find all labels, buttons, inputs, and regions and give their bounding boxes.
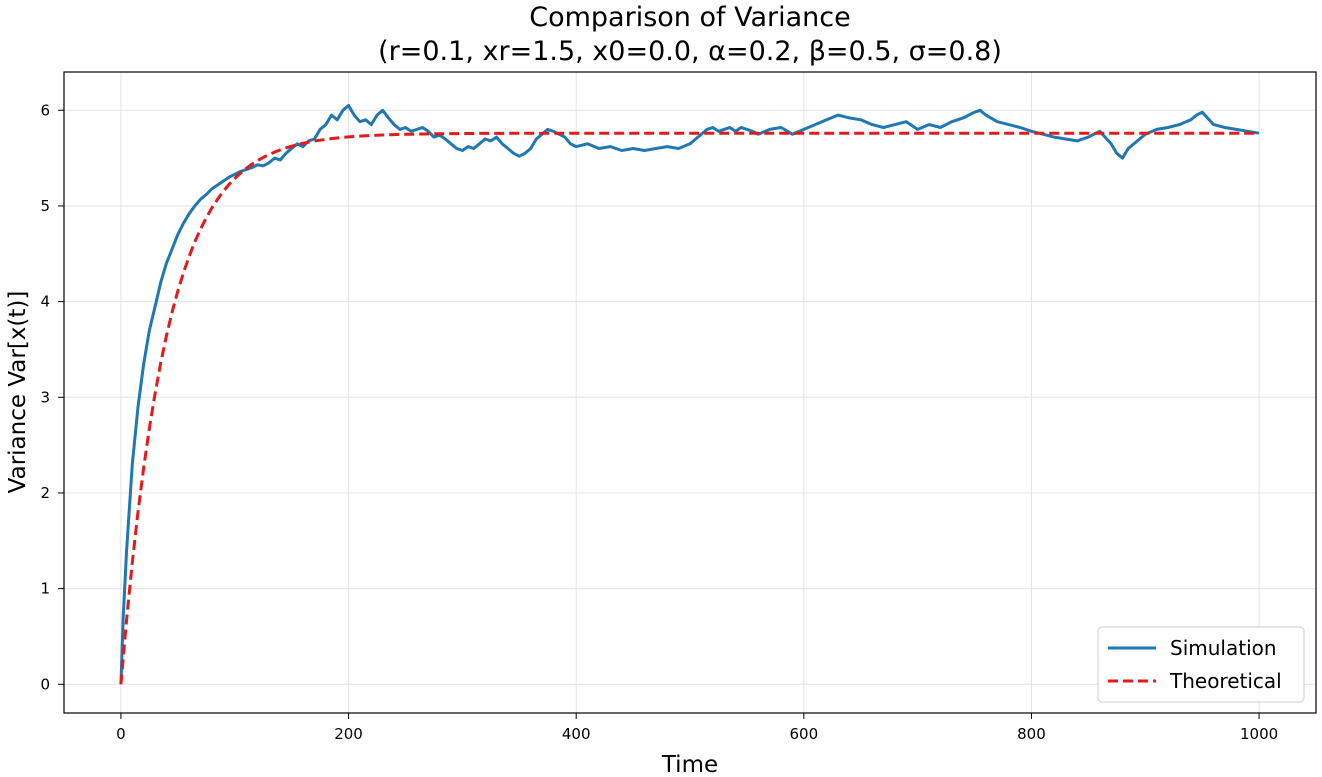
chart-title: Comparison of Variance [529, 2, 850, 33]
legend-box [1097, 626, 1305, 703]
x-tick-label: 800 [1017, 725, 1046, 743]
x-axis-ticks: 0 200 400 600 800 1000 [116, 713, 1278, 743]
x-tick-label: 400 [562, 725, 591, 743]
series-layer [119, 104, 1260, 685]
y-tick-label: 1 [40, 580, 50, 598]
x-axis-title: Time [661, 752, 718, 777]
y-tick-label: 6 [40, 101, 50, 119]
y-axis-title: Variance Var[x(t)] [5, 291, 31, 494]
plot-frame [63, 71, 1317, 714]
x-tick-label: 1000 [1240, 725, 1278, 743]
x-tick-label: 0 [116, 725, 126, 743]
legend-label-theoretical: Theoretical [1169, 669, 1282, 693]
series-line-simulation [119, 104, 1260, 685]
x-tick-label: 200 [334, 725, 363, 743]
y-axis-ticks: 0 1 2 3 4 5 6 [40, 101, 64, 693]
y-tick-label: 5 [40, 197, 50, 215]
legend-label-simulation: Simulation [1170, 636, 1277, 660]
legend: Simulation Theoretical [1097, 626, 1305, 703]
grid [64, 72, 1316, 713]
chart-subtitle: (r=0.1, xr=1.5, x0=0.0, α=0.2, β=0.5, σ=… [378, 36, 1002, 67]
series-line-theoretical [119, 131, 1260, 685]
y-tick-label: 4 [40, 293, 50, 311]
y-tick-label: 0 [40, 675, 50, 693]
y-tick-label: 2 [40, 484, 50, 502]
y-tick-label: 3 [40, 388, 50, 406]
x-tick-label: 600 [789, 725, 818, 743]
